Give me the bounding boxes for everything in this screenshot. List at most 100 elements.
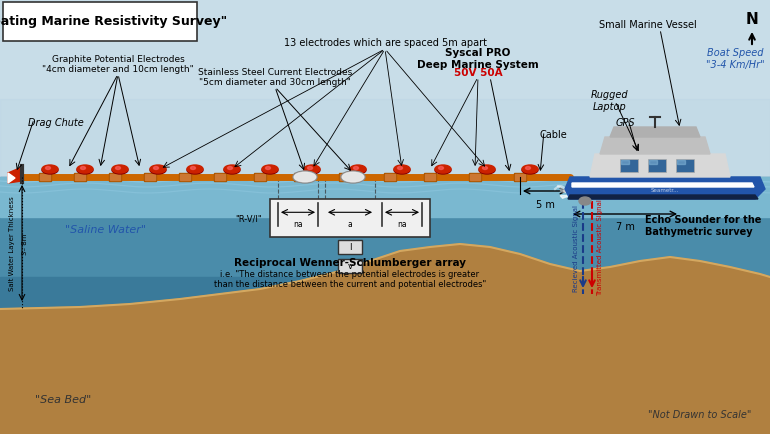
Text: 50V 50A: 50V 50A (454, 68, 502, 78)
Ellipse shape (190, 167, 196, 170)
Bar (515, 174, 525, 181)
Ellipse shape (187, 167, 203, 174)
Bar (385, 174, 395, 181)
Bar (255, 174, 265, 181)
Text: "Floating Marine Resistivity Survey": "Floating Marine Resistivity Survey" (0, 16, 227, 29)
Text: "Not Drawn to Scale": "Not Drawn to Scale" (648, 409, 752, 419)
Bar (109, 174, 121, 181)
Polygon shape (0, 277, 770, 434)
Text: Stainless Steel Current Electrodes
"5cm diameter and 30cm length": Stainless Steel Current Electrodes "5cm … (198, 68, 352, 87)
Polygon shape (0, 244, 770, 434)
Bar (424, 174, 436, 181)
Text: Graphite Potential Electrodes
"4cm diameter and 10cm length": Graphite Potential Electrodes "4cm diame… (42, 55, 194, 74)
Ellipse shape (394, 166, 410, 174)
Bar (40, 174, 50, 181)
Ellipse shape (262, 166, 278, 174)
Polygon shape (572, 184, 754, 187)
Ellipse shape (342, 173, 364, 183)
Polygon shape (8, 174, 15, 184)
Bar (74, 174, 86, 181)
Text: Drag Chute: Drag Chute (28, 118, 84, 128)
Ellipse shape (153, 167, 159, 170)
Bar (469, 174, 481, 181)
Ellipse shape (150, 167, 166, 174)
Bar (144, 174, 156, 181)
Text: na: na (397, 220, 407, 229)
Ellipse shape (294, 173, 316, 183)
Bar (215, 174, 225, 181)
Polygon shape (590, 155, 730, 178)
Text: Rugged
Laptop: Rugged Laptop (591, 90, 629, 112)
Bar (470, 174, 480, 181)
Polygon shape (568, 196, 758, 200)
Bar (214, 174, 226, 181)
Text: v: v (347, 262, 353, 271)
Bar (179, 174, 191, 181)
Text: a: a (347, 220, 353, 229)
Ellipse shape (77, 166, 93, 174)
Text: Salt Water Layer Thickness: Salt Water Layer Thickness (9, 196, 15, 291)
Ellipse shape (304, 166, 320, 174)
Text: 7 m: 7 m (615, 221, 634, 231)
Ellipse shape (479, 167, 495, 174)
Bar (648, 160, 666, 173)
Ellipse shape (483, 167, 487, 170)
Ellipse shape (350, 166, 366, 174)
Ellipse shape (224, 167, 240, 174)
Text: "Saline Water": "Saline Water" (65, 224, 146, 234)
Text: I: I (349, 243, 351, 252)
Text: Cable: Cable (540, 130, 567, 140)
Bar (676, 160, 694, 173)
Bar (338, 260, 362, 273)
Bar (110, 174, 120, 181)
Text: 5 m: 5 m (536, 200, 554, 210)
Text: Echo Sounder for the
Bathymetric survey: Echo Sounder for the Bathymetric survey (645, 214, 762, 236)
Polygon shape (8, 168, 22, 184)
Ellipse shape (350, 167, 366, 174)
Bar (677, 161, 685, 164)
Ellipse shape (112, 166, 128, 174)
Ellipse shape (81, 167, 85, 170)
Bar (514, 174, 526, 181)
Text: Syscal PRO
Deep Marine System: Syscal PRO Deep Marine System (417, 48, 539, 69)
Text: Boat Speed
"3-4 Km/Hr": Boat Speed "3-4 Km/Hr" (705, 48, 765, 69)
Ellipse shape (304, 167, 320, 174)
Ellipse shape (307, 167, 313, 170)
Ellipse shape (224, 166, 240, 174)
Ellipse shape (112, 167, 128, 174)
Bar (270, 200, 430, 237)
Text: Recieved Acoustic Signal: Recieved Acoustic Signal (573, 204, 579, 291)
Ellipse shape (187, 166, 203, 174)
Ellipse shape (525, 167, 531, 170)
Text: N: N (745, 12, 758, 27)
Bar (425, 174, 435, 181)
Text: 13 electrodes which are spaced 5m apart: 13 electrodes which are spaced 5m apart (283, 38, 487, 48)
FancyBboxPatch shape (3, 3, 197, 42)
Bar (294, 174, 306, 181)
Ellipse shape (262, 167, 278, 174)
Text: Reciprocal Wenner-Schlumberger array: Reciprocal Wenner-Schlumberger array (234, 257, 466, 267)
Text: na: na (293, 220, 303, 229)
Ellipse shape (42, 167, 58, 174)
Ellipse shape (522, 166, 538, 174)
Ellipse shape (394, 167, 410, 174)
Bar (621, 161, 629, 164)
Ellipse shape (77, 167, 93, 174)
Text: Transmitted Acoustic Signal: Transmitted Acoustic Signal (597, 199, 603, 296)
Polygon shape (610, 128, 700, 138)
Ellipse shape (150, 166, 166, 174)
Ellipse shape (397, 167, 403, 170)
Bar (340, 174, 350, 181)
Bar (384, 174, 396, 181)
Bar (0, 100, 770, 180)
Polygon shape (0, 178, 770, 434)
Ellipse shape (266, 167, 270, 170)
Ellipse shape (353, 167, 359, 170)
Ellipse shape (227, 167, 233, 170)
Text: Small Marine Vessel: Small Marine Vessel (599, 20, 697, 30)
Ellipse shape (579, 197, 591, 206)
Ellipse shape (438, 167, 444, 170)
Ellipse shape (293, 171, 317, 184)
Bar (649, 161, 657, 164)
Text: Seametr...: Seametr... (651, 188, 679, 193)
